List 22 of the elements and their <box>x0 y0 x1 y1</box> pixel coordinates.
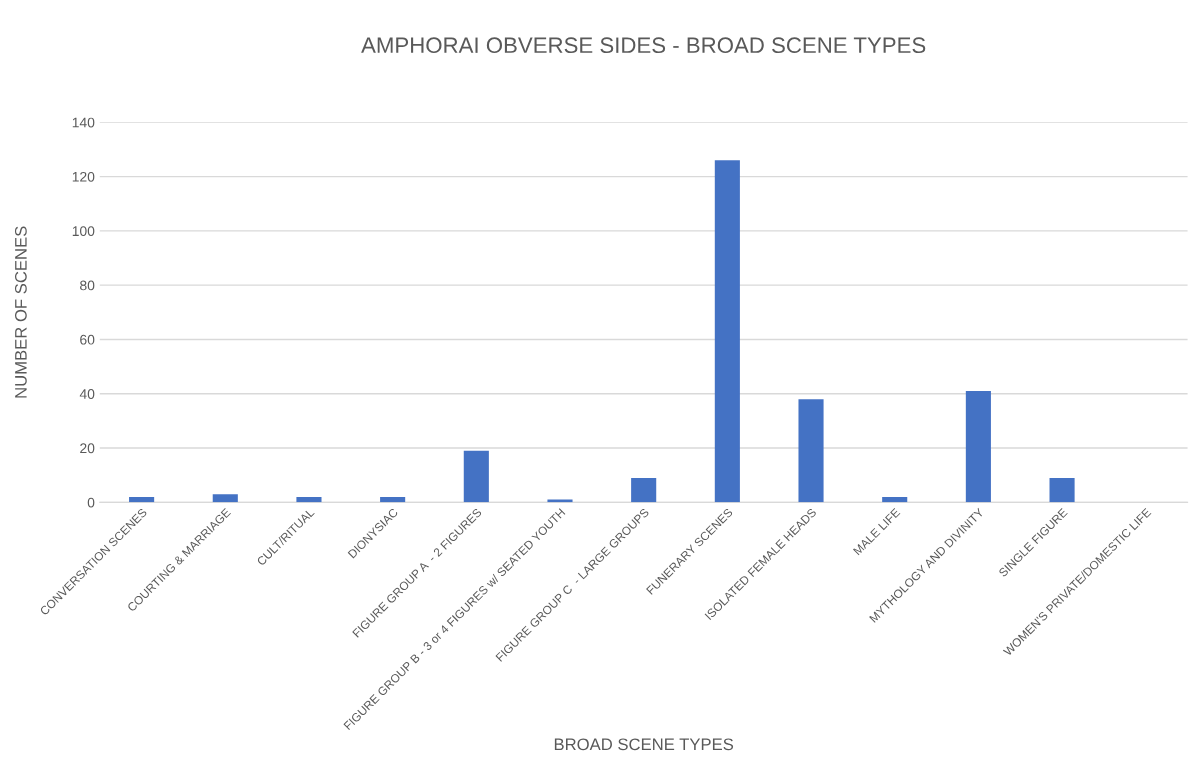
y-tick-label: 80 <box>80 280 95 291</box>
bar <box>296 496 322 503</box>
x-axis-title: BROAD SCENE TYPES <box>554 738 734 751</box>
y-tick-label: 140 <box>72 117 95 128</box>
bar <box>1049 477 1075 503</box>
y-tick-label: 120 <box>72 171 95 182</box>
y-axis-title: NUMBER OF SCENES <box>14 226 27 398</box>
y-tick-label: 100 <box>72 226 95 237</box>
bar <box>714 160 740 503</box>
bar <box>212 494 238 503</box>
bar <box>380 496 406 503</box>
chart-title: AMPHORAI OBVERSE SIDES - BROAD SCENE TYPES <box>361 37 926 54</box>
y-tick-label: 60 <box>80 334 95 345</box>
y-tick-label: 20 <box>80 443 95 454</box>
y-tick-label: 0 <box>87 497 95 508</box>
bar <box>631 477 657 503</box>
bar <box>463 450 489 503</box>
y-tick-label: 40 <box>79 389 95 399</box>
bar <box>129 496 155 503</box>
bar <box>882 496 908 503</box>
bar <box>965 391 991 503</box>
bar <box>798 399 824 503</box>
